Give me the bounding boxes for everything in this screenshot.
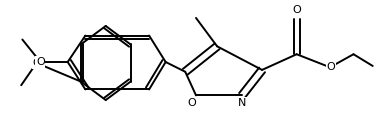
Text: O: O [327,62,336,72]
Text: O: O [32,58,41,68]
Text: O: O [187,98,196,108]
Text: O: O [292,5,301,15]
Text: O: O [36,57,45,67]
Text: N: N [238,98,246,108]
